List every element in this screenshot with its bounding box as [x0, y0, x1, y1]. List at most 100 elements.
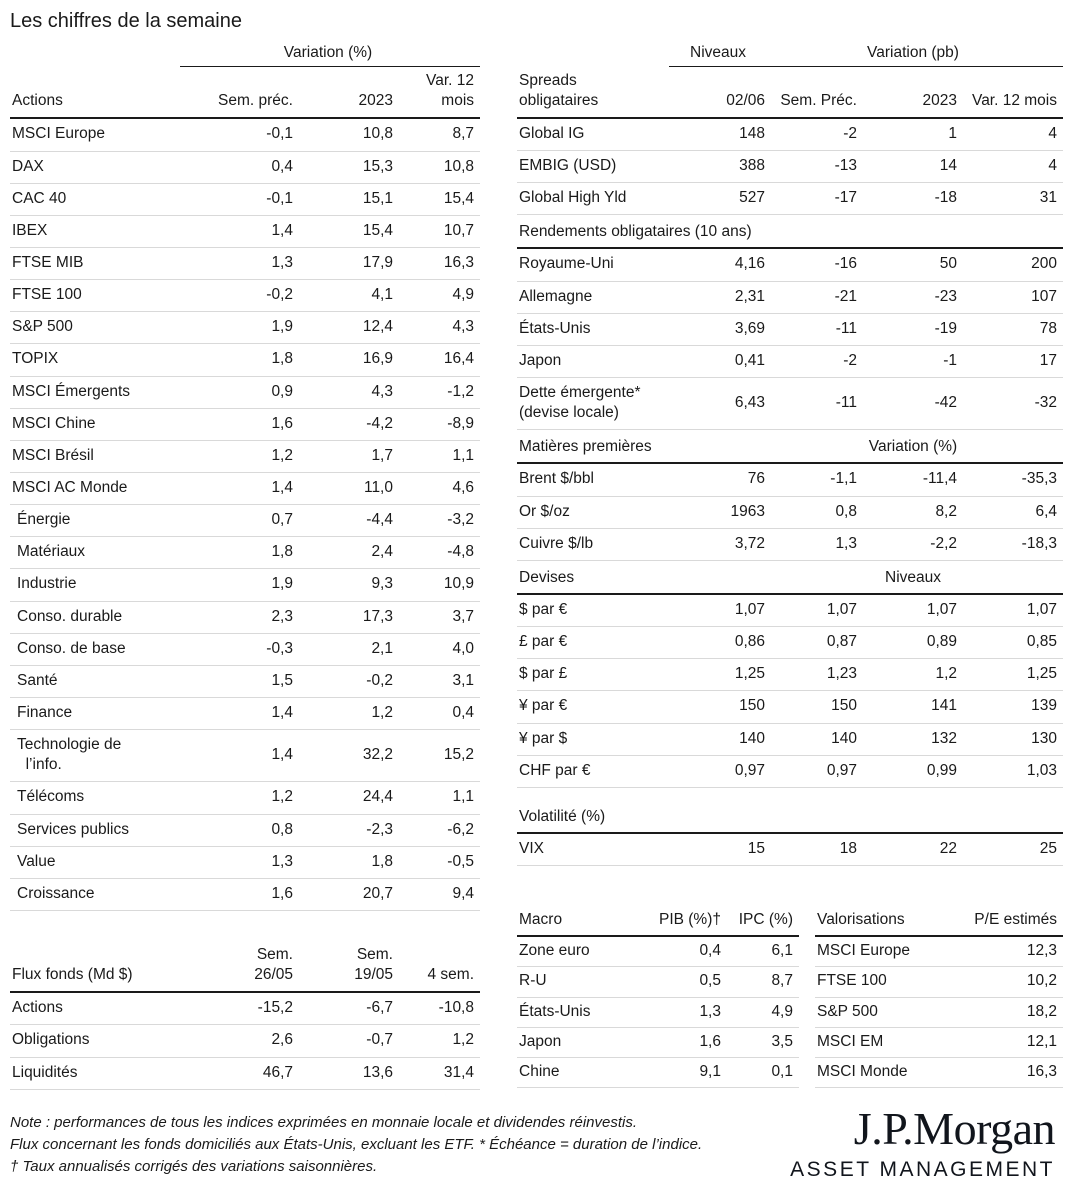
cell-value: 25 — [959, 833, 1064, 867]
bond-spreads-table: Niveaux Variation (pb) Spreads obligatai… — [517, 39, 1064, 216]
cell-value: 6,43 — [669, 377, 767, 431]
table-row: EMBIG (USD) 388 -13 14 4 — [517, 150, 1064, 184]
row-label: CAC 40 — [10, 183, 180, 216]
cell-value: -4,4 — [295, 504, 395, 538]
row-label: Télécoms — [10, 781, 180, 815]
cell-value: 4,0 — [395, 633, 481, 666]
cell-value: 0,7 — [180, 504, 295, 538]
cell-value: 16,3 — [955, 1057, 1063, 1089]
cell-value: 12,1 — [955, 1027, 1063, 1058]
cell-value: 0,86 — [669, 626, 768, 660]
cell-value: 1,4 — [180, 729, 295, 783]
cell-value: 15,2 — [395, 729, 481, 783]
table-row: Télécoms 1,2 24,4 1,1 — [10, 781, 481, 815]
cell-value: 1,3 — [180, 247, 295, 281]
cell-value: -18,3 — [959, 528, 1064, 561]
flux-table-body: Actions -15,2 -6,7 -10,8 Obligations 2,6 -0,7 1… — [10, 992, 480, 1090]
table-row: ¥ par €150 150 141 139 — [517, 690, 1064, 724]
cell-value: -23 — [859, 281, 959, 314]
table-row: MSCI Europe 12,3 — [815, 936, 1063, 968]
cell-value: 0,8 — [767, 496, 859, 529]
cell-value: 0,8 — [180, 814, 295, 847]
cell-value: -19 — [859, 313, 959, 346]
row-label: MSCI Émergents — [10, 376, 180, 409]
row-label: MSCI Brésil — [10, 440, 180, 473]
volatility-table: Volatilité (%) VIX 15 18 22 25 — [517, 799, 1064, 867]
table-row: Chine 9,1 0,1 — [517, 1057, 799, 1089]
cell-value: 6,4 — [959, 496, 1064, 529]
row-label: Finance — [10, 697, 180, 731]
cell-value: -13 — [767, 150, 859, 184]
table-row: Liquidités 46,7 13,6 31,4 — [10, 1057, 480, 1090]
cell-value: 1,23 — [767, 658, 860, 692]
table-row: MSCI EM 12,1 — [815, 1027, 1063, 1058]
cell-value: 46,7 — [180, 1057, 295, 1090]
cell-value: 1,3 — [629, 997, 723, 1028]
cell-value: 22 — [859, 833, 959, 867]
cell-value: 0,9 — [180, 376, 295, 409]
table-row: États-Unis 3,69 -11 -19 78 — [517, 313, 1064, 346]
cell-value: -11,4 — [859, 463, 959, 497]
cell-value: 1,2 — [180, 781, 295, 815]
cell-value: -1 — [859, 345, 959, 379]
cell-value: 12,4 — [295, 311, 395, 345]
row-label: Conso. de base — [10, 633, 180, 666]
cell-value: 0,5 — [629, 966, 723, 998]
row-label: S&P 500 — [10, 311, 180, 345]
cell-value: 2,4 — [295, 536, 395, 570]
table-row: Croissance 1,6 20,7 9,4 — [10, 878, 481, 911]
cell-value: 15,4 — [295, 215, 395, 248]
cell-value: 0,4 — [180, 151, 295, 184]
yields-table-body: Royaume-Uni 4,16 -16 50 200 Allemagne 2,31 -21-… — [517, 248, 1064, 431]
cell-value: 1,2 — [295, 697, 395, 731]
cell-value: 4,3 — [395, 311, 481, 345]
cell-value: 0,85 — [959, 626, 1064, 660]
cell-value: 107 — [959, 281, 1064, 314]
row-label: MSCI Europe — [10, 118, 180, 152]
cell-value: 4,16 — [669, 248, 767, 282]
cell-value: 31 — [959, 182, 1064, 216]
cell-value: 9,4 — [395, 878, 481, 911]
cell-value: -17 — [767, 182, 859, 216]
cell-value: 4,6 — [395, 472, 481, 506]
cell-value: -18 — [859, 182, 959, 216]
cell-value: 3,1 — [395, 665, 481, 698]
cell-value: 2,6 — [180, 1024, 295, 1058]
column-header: Sem. 19/05 — [295, 940, 395, 994]
actions-table: Variation (%) Actions Sem. préc. 2023 Va… — [10, 39, 481, 911]
cell-value: 1 — [859, 117, 959, 152]
cell-value: 31,4 — [395, 1057, 480, 1090]
table-row: MSCI AC Monde 1,4 11,0 4,6 — [10, 472, 481, 506]
table-row: MSCI Brésil 1,2 1,7 1,1 — [10, 440, 481, 473]
cell-value: 140 — [767, 723, 860, 756]
cell-value: 4,3 — [295, 376, 395, 409]
cell-value: 78 — [959, 313, 1064, 346]
column-header: Sem. 26/05 — [180, 940, 295, 994]
table-row: Conso. de base -0,3 2,1 4,0 — [10, 633, 481, 666]
cell-value: 10,7 — [395, 215, 481, 248]
spreads-table-body: Global IG 148 -2 1 4 EMBIG (USD) 388 -13 14 4 Glob… — [517, 117, 1064, 216]
table-row: $ par £1,25 1,23 1,2 1,25 — [517, 658, 1064, 692]
table-row: Value 1,3 1,8 -0,5 — [10, 846, 481, 879]
cell-value: 130 — [959, 723, 1064, 756]
cell-value: 1,8 — [180, 343, 295, 377]
cell-value: 0,89 — [859, 626, 960, 660]
table-row: FTSE 100 10,2 — [815, 966, 1063, 998]
row-label: DAX — [10, 151, 180, 184]
table-row: £ par €0,86 0,87 0,89 0,85 — [517, 626, 1064, 660]
right-column: Niveaux Variation (pb) Spreads obligatai… — [517, 39, 1064, 1089]
table-row: MSCI Chine 1,6 -4,2 -8,9 — [10, 408, 481, 441]
row-label: Or $/oz — [517, 496, 669, 529]
cell-value: -21 — [767, 281, 859, 314]
table-row: DAX 0,4 15,3 10,8 — [10, 151, 481, 184]
row-label: VIX — [517, 833, 669, 867]
table-row: MSCI Émergents 0,9 4,3 -1,2 — [10, 376, 481, 409]
cell-value: -16 — [767, 248, 859, 282]
table-row: Zone euro 0,4 6,1 — [517, 936, 799, 968]
cell-value: 141 — [859, 690, 960, 724]
cell-value: 15 — [669, 833, 767, 867]
column-header: 02/06 — [669, 66, 767, 119]
table-row: Allemagne 2,31 -21 -23 107 — [517, 281, 1064, 314]
cell-value: 3,5 — [723, 1027, 799, 1058]
